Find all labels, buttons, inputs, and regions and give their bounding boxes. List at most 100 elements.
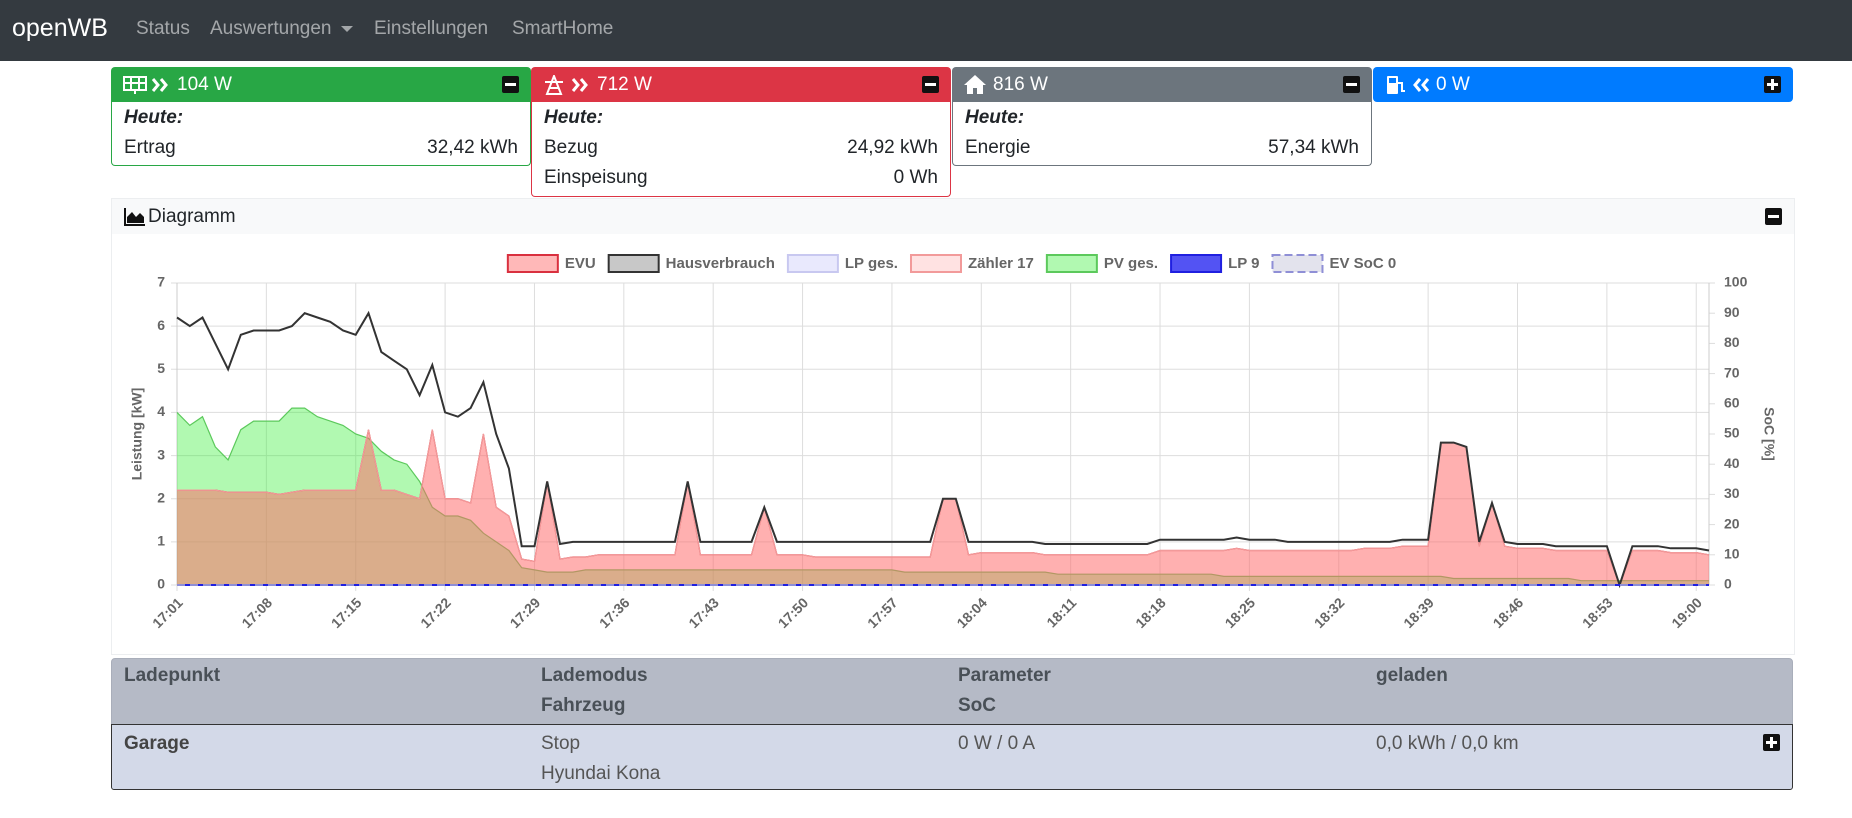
card-body: Heute: Ertrag 32,42 kWh xyxy=(111,102,531,166)
cell: Hyundai Kona xyxy=(541,763,661,784)
area xyxy=(177,429,1709,585)
row-value: 57,34 kWh xyxy=(1268,137,1359,158)
row-value: 24,92 kWh xyxy=(847,137,938,158)
x-tick-label: 18:46 xyxy=(1490,594,1527,631)
diagram-panel: Diagramm xyxy=(111,198,1795,655)
navbar: openWB Status Auswertungen Einstellungen… xyxy=(0,0,1852,61)
brand[interactable]: openWB xyxy=(12,14,108,42)
collapse-button[interactable] xyxy=(1343,76,1360,93)
y-tick-label: 3 xyxy=(157,446,165,462)
y-axis-title: Leistung [kW] xyxy=(129,388,145,481)
icon xyxy=(545,75,588,95)
table-row: Garage Stop Hyundai Kona 0 W / 0 A 0,0 k… xyxy=(111,724,1793,790)
row-value: 32,42 kWh xyxy=(427,137,518,158)
y2-tick-label: 20 xyxy=(1724,515,1740,531)
x-tick-label: 17:50 xyxy=(775,594,812,631)
nav-link[interactable]: Status xyxy=(136,18,190,39)
y-tick-label: 0 xyxy=(157,576,165,592)
legend-label: Hausverbrauch xyxy=(666,255,775,272)
legend-swatch xyxy=(786,254,839,273)
nav-link[interactable]: Einstellungen xyxy=(374,18,489,39)
legend-swatch xyxy=(909,254,962,273)
legend-swatch xyxy=(607,254,660,273)
nav-link[interactable]: Auswertungen xyxy=(210,18,332,39)
area xyxy=(177,408,1709,585)
x-tick-label: 18:39 xyxy=(1400,594,1437,631)
x-tick-label: 17:22 xyxy=(417,594,454,631)
y2-tick-label: 10 xyxy=(1724,546,1740,562)
y2-tick-label: 70 xyxy=(1724,364,1740,380)
legend-swatch xyxy=(1170,254,1223,273)
x-tick-label: 18:32 xyxy=(1311,594,1348,631)
y2-tick-label: 80 xyxy=(1724,334,1740,350)
icon xyxy=(1387,76,1430,94)
table-header: Ladepunkt Lademodus Fahrzeug Parameter S… xyxy=(111,658,1793,725)
area xyxy=(177,429,1709,585)
card-header: 816 W xyxy=(952,67,1372,102)
icon xyxy=(964,75,986,94)
y-tick-label: 7 xyxy=(157,274,165,290)
row-label: Ertrag xyxy=(124,137,176,158)
y-tick-label: 1 xyxy=(157,533,165,549)
y2-axis-title: SoC [%] xyxy=(1761,407,1777,461)
legend-swatch xyxy=(1045,254,1098,273)
expand-button[interactable] xyxy=(1764,76,1781,93)
y2-tick-label: 40 xyxy=(1724,455,1740,471)
y2-tick-label: 0 xyxy=(1724,576,1732,592)
cell: Garage xyxy=(124,733,190,754)
cell: Stop xyxy=(541,733,581,754)
x-tick-label: 17:08 xyxy=(238,594,275,631)
card-power: 104 W xyxy=(177,74,232,95)
dropdown-caret xyxy=(341,26,353,32)
legend-label: Zähler 17 xyxy=(968,255,1034,272)
card-heading: Heute: xyxy=(544,107,604,128)
expand-button[interactable] xyxy=(1763,734,1780,751)
x-tick-label: 17:29 xyxy=(507,594,544,631)
card-body: Heute: Bezug 24,92 kWh Einspeisung 0 Wh xyxy=(531,102,951,197)
collapse-button[interactable] xyxy=(1765,208,1782,225)
y2-tick-label: 90 xyxy=(1724,304,1740,320)
line xyxy=(176,407,1709,582)
header-cell: Parameter xyxy=(958,665,1051,686)
header-cell: Ladepunkt xyxy=(124,665,221,686)
cell: 0 W / 0 A xyxy=(958,733,1036,754)
row-label: Energie xyxy=(965,137,1031,158)
header-cell: Lademodus xyxy=(541,665,648,686)
y2-tick-label: 50 xyxy=(1724,425,1740,441)
legend-swatch xyxy=(1271,254,1324,273)
cell: 0,0 kWh / 0,0 km xyxy=(1376,733,1519,754)
icon xyxy=(124,208,145,226)
legend-label: EVU xyxy=(565,255,596,272)
card-power: 712 W xyxy=(597,74,652,95)
header-cell: geladen xyxy=(1376,665,1448,686)
x-tick-label: 17:36 xyxy=(596,594,633,631)
x-tick-label: 18:25 xyxy=(1222,594,1259,631)
y2-tick-label: 30 xyxy=(1724,485,1740,501)
x-tick-label: 18:53 xyxy=(1579,594,1616,631)
nav-link[interactable]: SmartHome xyxy=(512,18,614,39)
collapse-button[interactable] xyxy=(502,76,519,93)
header-cell: Fahrzeug xyxy=(541,695,626,716)
x-tick-label: 17:15 xyxy=(328,594,365,631)
x-tick-label: 18:11 xyxy=(1043,594,1079,630)
x-tick-label: 18:04 xyxy=(953,594,990,631)
card-heading: Heute: xyxy=(124,107,184,128)
header-cell: SoC xyxy=(958,695,996,716)
x-tick-label: 19:00 xyxy=(1668,594,1705,631)
row-label: Bezug xyxy=(544,137,598,158)
card-power: 0 W xyxy=(1436,74,1470,95)
card-heading: Heute: xyxy=(965,107,1025,128)
line xyxy=(176,310,1710,589)
row-value: 0 Wh xyxy=(893,167,938,188)
collapse-button[interactable] xyxy=(922,76,939,93)
card-header: 0 W xyxy=(1373,67,1793,102)
x-tick-label: 17:43 xyxy=(685,594,722,631)
y2-tick-label: 60 xyxy=(1724,395,1740,411)
diagram-header: Diagramm xyxy=(112,199,1794,234)
card-power: 816 W xyxy=(993,74,1048,95)
x-tick-label: 18:18 xyxy=(1132,594,1169,631)
x-tick-label: 17:01 xyxy=(149,594,186,631)
y-tick-label: 2 xyxy=(157,489,165,505)
legend-swatch xyxy=(506,254,559,273)
